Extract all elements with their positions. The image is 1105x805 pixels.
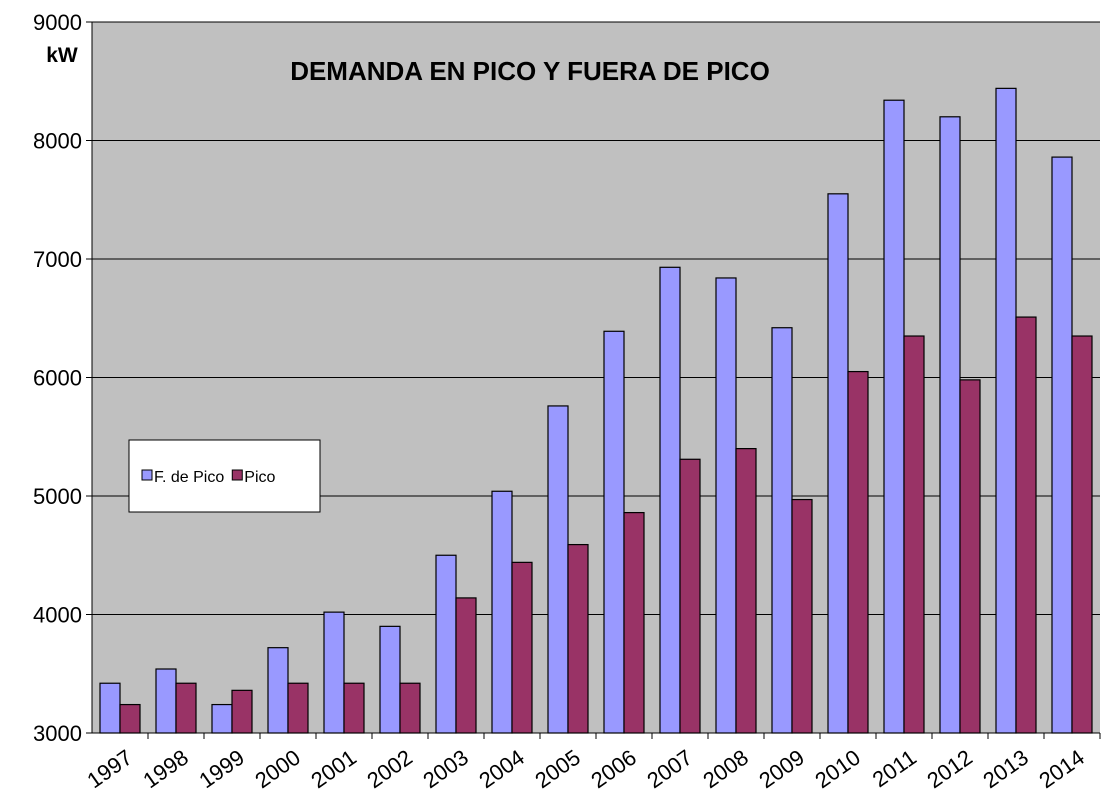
x-tick-label: 2006 [586,745,640,794]
bar [603,330,625,734]
bar [511,561,533,734]
y-tick-label: 3000 [33,721,82,746]
bar [715,277,737,734]
bar [959,379,981,734]
legend-label: F. de Pico [154,469,224,486]
bar [323,611,345,734]
bar [623,511,645,734]
bar [791,498,813,734]
bar [735,448,757,734]
bar [847,370,869,734]
x-tick-label: 2011 [868,745,921,793]
legend-label: Pico [244,469,275,486]
x-tick-label: 2001 [306,745,360,794]
chart-title: DEMANDA EN PICO Y FUERA DE PICO [290,56,770,86]
bar [267,647,289,734]
x-tick-label: 2005 [530,745,584,794]
x-tick-label: 2010 [810,745,864,794]
x-tick-label: 2009 [754,745,808,794]
x-tick-label: 1998 [138,745,192,794]
x-tick-label: 2000 [250,745,304,794]
bar [399,682,421,734]
y-tick-label: 7000 [33,247,82,272]
x-tick-label: 1997 [82,745,136,794]
bar [175,682,197,734]
bar [119,703,141,734]
bar [903,335,925,734]
bar [155,668,177,734]
bar [1015,316,1037,734]
legend-swatch [231,469,243,481]
bar [995,87,1017,734]
x-tick-label: 2014 [1034,745,1088,794]
bar [287,682,309,734]
bar [883,99,905,734]
y-tick-label: 4000 [33,603,82,628]
y-tick-label: 9000 [33,10,82,35]
y-tick-label: 5000 [33,484,82,509]
y-tick-label: 8000 [33,129,82,154]
x-tick-label: 2002 [362,745,416,794]
bar [211,703,233,734]
bar [491,490,513,734]
bar [567,543,589,734]
bar [771,327,793,734]
bar [1051,156,1073,734]
x-tick-label: 2013 [978,745,1032,794]
x-tick-label: 2007 [642,745,696,794]
legend [128,439,321,513]
y-tick-label: 6000 [33,366,82,391]
x-tick-label: 2012 [922,745,976,794]
x-tick-label: 2004 [474,745,528,794]
x-tick-label: 1999 [194,745,248,794]
bar [343,682,365,734]
bar [455,597,477,734]
legend-swatch [141,469,153,481]
x-tick-label: 2003 [418,745,472,794]
bar [547,405,569,734]
bar [99,682,121,734]
bar [379,625,401,734]
bar [827,193,849,734]
bar [679,458,701,734]
bar [939,116,961,734]
bar [659,266,681,734]
bar [231,689,253,734]
bar [435,554,457,734]
x-tick-label: 2008 [698,745,752,794]
bar [1071,335,1093,734]
y-axis-label: kW [46,44,78,67]
